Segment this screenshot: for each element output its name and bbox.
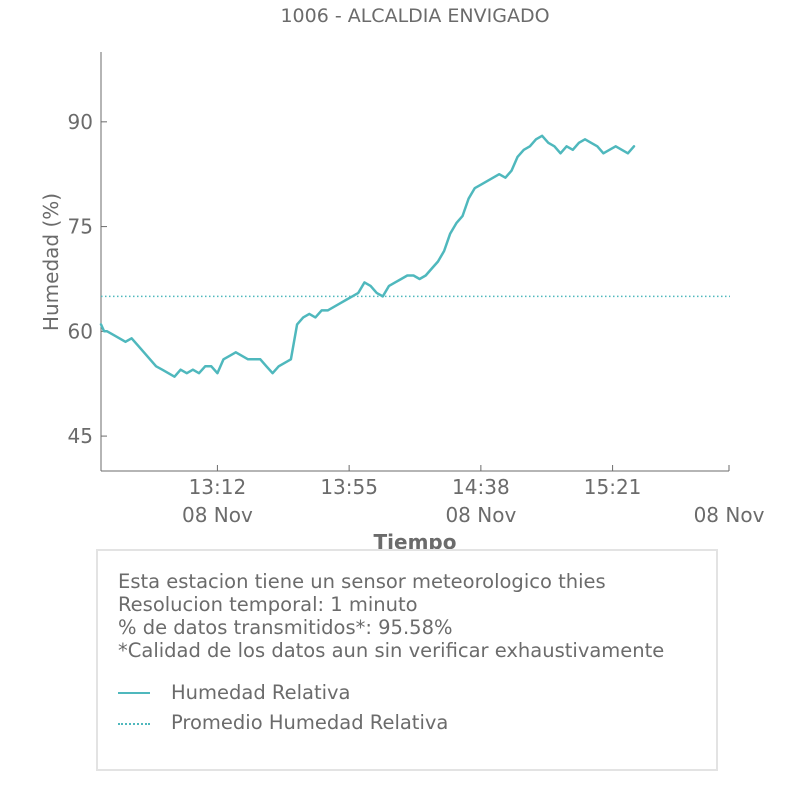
legend-label-humidity: Humedad Relativa [171,681,351,704]
info-sensor-text: Esta estacion tiene un sensor meteorolog… [118,570,606,593]
info-resolution-text: Resolucion temporal: 1 minuto [118,593,418,616]
info-quality-text: *Calidad de los datos aun sin verificar … [118,639,665,662]
legend-solid-line-icon [118,692,150,694]
humidity-chart: 1006 - ALCALDIA ENVIGADO 45 60 75 90 13:12 08… [39,5,765,554]
y-axis-title: Humedad (%) [39,193,63,331]
x-tick-date-2: 08 Nov [445,503,516,527]
y-tick-label-90: 90 [68,110,93,134]
chart-title: 1006 - ALCALDIA ENVIGADO [280,5,549,27]
info-box: Esta estacion tiene un sensor meteorolog… [96,549,718,771]
y-tick-label-45: 45 [68,424,93,448]
x-tick-label-0: 13:12 [189,475,247,499]
x-tick-date-0: 08 Nov [182,503,253,527]
info-transmitted-text: % de datos transmitidos*: 95.58% [118,616,453,639]
x-tick-label-2: 14:38 [452,475,510,499]
plot-area: 45 60 75 90 13:12 08 Nov 13:55 14:38 08 Nov 15:21… [68,52,765,527]
x-tick-label-1: 13:55 [320,475,378,499]
y-tick-label-75: 75 [68,215,93,239]
legend-label-average: Promedio Humedad Relativa [171,711,449,734]
legend-item-average: Promedio Humedad Relativa [118,711,678,735]
series-humidity-line [99,134,636,378]
legend-dotted-line-icon [118,723,150,725]
y-tick-label-60: 60 [68,319,93,343]
x-tick-label-3: 15:21 [584,475,642,499]
x-tick-date-4: 08 Nov [694,503,765,527]
legend-item-humidity: Humedad Relativa [118,681,678,705]
